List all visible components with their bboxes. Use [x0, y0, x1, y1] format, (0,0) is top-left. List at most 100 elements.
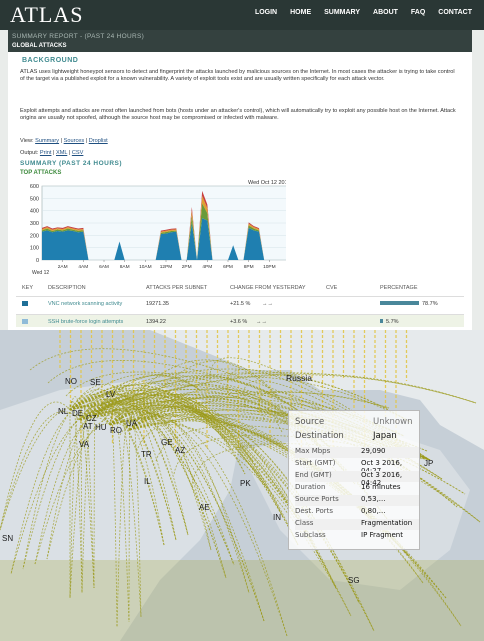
row-attacks: 1394.22 — [146, 319, 166, 325]
attack-arc — [94, 375, 303, 416]
attack-arc — [109, 401, 284, 518]
arc-haze — [0, 560, 484, 641]
attack-arc — [79, 402, 307, 533]
key-swatch — [22, 301, 28, 306]
tooltip-key: Start (GMT) — [295, 459, 336, 467]
attack-arc — [69, 394, 165, 546]
tooltip-row: End (GMT) Oct 3 2016, 04:42 — [295, 471, 419, 487]
tooltip-dest-label: Destination — [295, 431, 344, 441]
row-change: +21.5 % — [230, 301, 251, 307]
y-tick-label: 500 — [30, 196, 39, 202]
background-heading: BACKGROUND — [22, 57, 79, 64]
tooltip-value: 29,090 — [361, 447, 386, 455]
attack-arc — [69, 393, 265, 622]
attack-arc — [69, 393, 307, 533]
attack-arc — [69, 384, 299, 546]
output-links: Output: Print | XML | CSV — [20, 150, 84, 156]
tooltip-value: 16 minutes — [361, 483, 401, 491]
attack-arc — [137, 415, 431, 461]
country-label: CZ — [86, 414, 97, 423]
view-droplist-link[interactable]: Droplist — [88, 138, 108, 144]
nav-about-link[interactable]: ABOUT — [373, 9, 398, 16]
tooltip-value: IP Fragment — [361, 531, 403, 539]
attack-arc — [69, 372, 303, 414]
country-label: GE — [161, 438, 173, 447]
country-label: PK — [240, 479, 251, 488]
attack-arc — [109, 415, 118, 628]
percent-bar — [380, 301, 420, 305]
country-label: AT — [83, 422, 93, 431]
country-label: IN — [273, 513, 281, 522]
attack-arc — [69, 403, 447, 599]
tooltip-row: Start (GMT) Oct 3 2016, 04:27 — [295, 459, 419, 475]
attack-arc — [69, 373, 201, 411]
country-label: DE — [72, 409, 84, 418]
table-row[interactable]: VNC network scanning activity 19271.35 +… — [16, 296, 464, 309]
country-label: HU — [95, 423, 107, 432]
tooltip-row: Max Mbps 29,090 — [295, 447, 419, 458]
attack-arc — [129, 409, 322, 561]
tooltip-source-value: Unknown — [373, 417, 413, 427]
attack-arc — [69, 400, 83, 594]
atlas-logo[interactable]: ATLAS — [10, 2, 84, 27]
tooltip-source-row: Source Unknown — [295, 417, 419, 429]
map-landmass-west — [0, 380, 240, 641]
attack-arc — [79, 408, 235, 566]
nav-home-link[interactable]: HOME — [290, 9, 312, 16]
y-tick-label: 0 — [36, 258, 39, 264]
x-tick-label: 8AM — [120, 264, 130, 270]
view-sources-link[interactable]: Sources — [63, 138, 85, 144]
row-description[interactable]: SSH brute-force login attempts — [48, 319, 124, 325]
col-description: DESCRIPTION — [48, 285, 86, 291]
attack-arc — [0, 411, 81, 531]
attack-arc — [79, 375, 201, 421]
attack-arc — [22, 400, 111, 570]
y-tick-label: 400 — [30, 209, 39, 215]
country-label: AE — [199, 503, 210, 512]
attack-arc — [116, 420, 131, 628]
nav-summary-link[interactable]: SUMMARY — [324, 9, 361, 16]
tooltip-value: Fragmentation — [361, 519, 413, 527]
country-label: LV — [106, 390, 116, 399]
x-tick-label: 10AM — [139, 264, 152, 270]
x-tick-label: 6PM — [223, 264, 233, 270]
attack-arc — [79, 406, 95, 589]
nav-faq-link[interactable]: FAQ — [410, 9, 426, 16]
attack-arc — [10, 410, 131, 575]
output-print-link[interactable]: Print — [39, 150, 52, 156]
attack-arc — [69, 396, 95, 589]
row-arrows: →→ — [262, 301, 273, 307]
table-row[interactable]: SSH brute-force login attempts 1394.22 +… — [16, 314, 464, 327]
attack-arc — [0, 401, 71, 531]
row-description[interactable]: VNC network scanning activity — [48, 301, 123, 307]
row-attacks: 19271.35 — [146, 301, 169, 307]
attack-arc — [129, 413, 428, 452]
attack-arc — [109, 391, 390, 426]
nav-login-link[interactable]: LOGIN — [254, 9, 278, 16]
view-label: View: — [20, 138, 34, 144]
country-label: SN — [2, 534, 14, 543]
x-tick-label: 4PM — [202, 264, 212, 270]
nav-menu: LOGIN HOME SUMMARY ABOUT FAQ CONTACT — [255, 9, 472, 16]
tooltip-row: Subclass IP Fragment — [295, 531, 419, 542]
row-change: +3.6 % — [230, 319, 248, 325]
attack-arc — [79, 409, 83, 594]
background-para-2: Exploit attempts and attacks are most of… — [20, 108, 456, 122]
y-tick-label: 600 — [30, 184, 39, 190]
view-summary-link[interactable]: Summary — [35, 138, 60, 144]
report-panel: BACKGROUND ATLAS uses lightweight honeyp… — [8, 52, 472, 330]
chart-series-0 — [42, 218, 286, 260]
output-csv-link[interactable]: CSV — [71, 150, 84, 156]
tooltip-row: Dest. Ports 0,80,... — [295, 507, 419, 518]
chart-title: Wed Oct 12 2016 — [248, 180, 286, 186]
output-xml-link[interactable]: XML — [56, 150, 68, 156]
top-attacks-label: TOP ATTACKS — [20, 170, 62, 176]
tooltip-dest-row: Destination Japan — [295, 431, 419, 443]
attack-arc — [79, 406, 481, 523]
attack-arc — [129, 395, 356, 485]
nav-contact-link[interactable]: CONTACT — [438, 9, 472, 16]
attack-arc — [109, 413, 466, 495]
attack-arc — [129, 412, 142, 618]
col-cve: CVE — [326, 285, 338, 291]
x-tick-label: 2PM — [182, 264, 192, 270]
